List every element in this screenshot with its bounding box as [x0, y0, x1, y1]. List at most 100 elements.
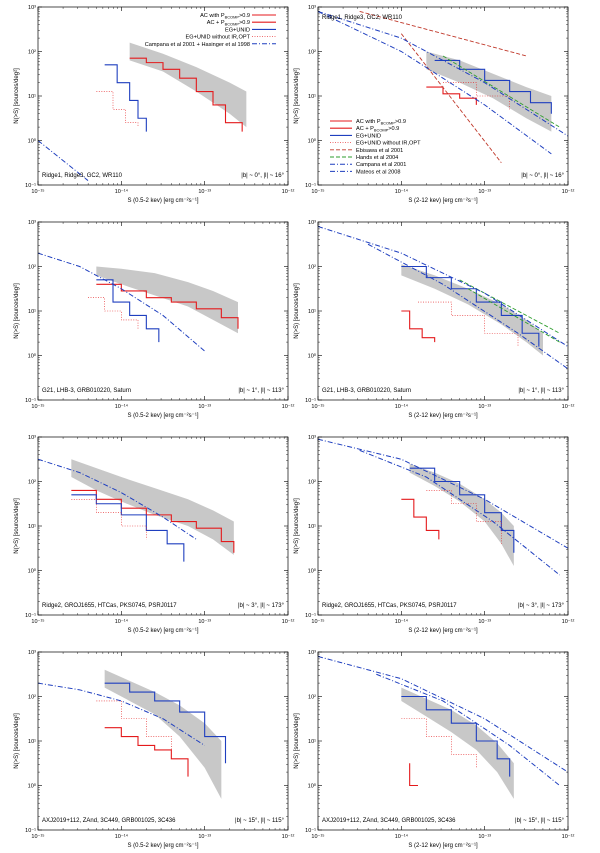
coords-label: |b| ~ 1°, |l| ~ 113°: [518, 388, 564, 394]
legend-label: Hands et al 2004: [356, 155, 398, 161]
x-axis-label: S (0.5-2 kev) [erg cm⁻²s⁻¹]: [127, 198, 198, 204]
series-ac-with-p-bcomp-0-9: [129, 57, 243, 132]
y-tick-label: 10⁰: [28, 353, 37, 360]
coords-label: |b| ~ 1°, |l| ~ 113°: [238, 388, 284, 394]
series-ac-with-p-bcomp-0-9: [71, 489, 235, 553]
uncertainty-band: [426, 51, 552, 132]
y-axis-label: N(>S) [sources/deg²]: [294, 283, 300, 339]
y-tick-label: 10³: [308, 435, 316, 441]
plot-area: [38, 458, 235, 562]
uncertainty-band: [401, 264, 543, 356]
series-mateos-et-al-2008: [318, 10, 552, 155]
x-tick-label: 10⁻¹⁵: [31, 618, 44, 625]
y-tick-label: 10⁰: [308, 783, 317, 790]
x-axis-label: S (2-12 kev) [erg cm⁻²s⁻¹]: [408, 628, 478, 634]
x-tick-label: 10⁻¹⁵: [311, 188, 324, 195]
y-axis-label: N(>S) [sources/deg²]: [294, 68, 300, 124]
series-eg-unid-without-ir-opt: [426, 490, 502, 544]
plot-area: [38, 42, 247, 181]
panel-2: 10⁻¹⁵ 10⁻¹⁴ 10⁻¹³ 10⁻¹² 10⁻¹ 10⁰ 10¹ 10² 10³ N(>S…: [294, 5, 575, 204]
uncertainty-band: [96, 266, 238, 334]
coords-label: |b| ~ 15°, |l| ~ 115°: [235, 818, 285, 824]
y-tick-label: 10³: [28, 220, 36, 226]
x-axis-label: S (0.5-2 kev) [erg cm⁻²s⁻¹]: [127, 413, 198, 419]
x-tick-label: 10⁻¹⁴: [395, 618, 409, 625]
x-tick-label: 10⁻¹⁵: [311, 618, 324, 625]
uncertainty-band: [71, 459, 234, 555]
y-tick-label: 10²: [28, 265, 36, 271]
panel-3: 10⁻¹⁵ 10⁻¹⁴ 10⁻¹³ 10⁻¹² 10⁻¹ 10⁰ 10¹ 10² 10³ N(>S…: [14, 220, 295, 419]
plot-area: [318, 655, 568, 799]
x-tick-label: 10⁻¹⁵: [31, 403, 44, 410]
y-tick-label: 10³: [308, 220, 316, 226]
x-tick-label: 10⁻¹³: [478, 834, 491, 840]
y-axis-label: N(>S) [sources/deg²]: [294, 498, 300, 554]
series-eg-unid-without-ir-opt: [418, 301, 519, 347]
series-eg-unid: [401, 265, 540, 347]
y-tick-label: 10³: [308, 650, 316, 656]
y-tick-label: 10¹: [28, 524, 36, 530]
uncertainty-band: [129, 42, 247, 128]
region-label: G21, LHB-3, GRB010220, Saturn: [322, 388, 411, 394]
x-tick-label: 10⁻¹²: [562, 834, 575, 840]
series-campana-et-al-2001-hasinger-et-al-1998: [38, 252, 205, 352]
x-tick-label: 10⁻¹²: [282, 189, 295, 195]
series-campana-et-al-2001: [318, 655, 568, 773]
uncertainty-band: [409, 463, 514, 567]
x-tick-label: 10⁻¹⁴: [395, 833, 409, 840]
y-tick-label: 10²: [28, 480, 36, 486]
plot-area: [38, 669, 227, 799]
series-ac-with-p-bcomp-0-9: [409, 763, 418, 787]
region-label: AXJ2019+112, ZAnd, 3C449, GRB001025, 3C4…: [322, 818, 456, 824]
plot-area: [318, 225, 568, 370]
x-tick-label: 10⁻¹⁴: [395, 188, 409, 195]
series-eg-unid: [96, 279, 160, 343]
series-ac-with-p-bcomp-0-9: [401, 498, 440, 540]
x-axis-label: S (0.5-2 kev) [erg cm⁻²s⁻¹]: [127, 843, 198, 849]
legend: AC with PBCOMP>0.9AC + PBCOMP>0.9 EG+UNID…: [145, 13, 276, 48]
series-campana-et-al-2001-hasinger-et-al-1998: [38, 682, 205, 746]
legend: AC with PBCOMP>0.9AC + PBCOMP>0.9EG+UNID…: [330, 119, 421, 175]
legend-label: EG+UNID without IR,OPT: [185, 35, 250, 41]
y-tick-label: 10⁰: [308, 568, 317, 575]
legend-label: Mateos et al 2008: [356, 169, 400, 175]
x-tick-label: 10⁻¹³: [478, 404, 491, 410]
x-tick-label: 10⁻¹⁵: [31, 188, 44, 195]
series-campana-et-al-2001-hasinger-et-al-1998: [38, 140, 89, 181]
x-tick-label: 10⁻¹³: [478, 189, 491, 195]
y-tick-label: 10³: [28, 650, 36, 656]
y-tick-label: 10²: [308, 695, 316, 701]
series-mateos-et-al-2008: [359, 449, 560, 576]
x-axis-label: S (2-12 kev) [erg cm⁻²s⁻¹]: [408, 198, 478, 204]
x-tick-label: 10⁻¹⁵: [31, 833, 44, 840]
x-axis-label: S (2-12 kev) [erg cm⁻²s⁻¹]: [408, 413, 478, 419]
x-tick-label: 10⁻¹³: [198, 834, 211, 840]
y-tick-label: 10⁰: [308, 138, 317, 145]
y-tick-label: 10¹: [28, 739, 36, 745]
y-tick-label: 10¹: [28, 94, 36, 100]
y-axis-label: N(>S) [sources/deg²]: [14, 283, 20, 339]
legend-label: AC with PBCOMP>0.9: [200, 13, 250, 20]
y-tick-label: 10⁰: [28, 138, 37, 145]
y-tick-label: 10²: [308, 50, 316, 56]
series-eg-unid: [71, 494, 185, 562]
plot-area: [318, 10, 568, 164]
series-eg-unid-without-ir-opt: [96, 700, 172, 750]
x-axis-label: S (2-12 kev) [erg cm⁻²s⁻¹]: [408, 843, 478, 849]
series-eg-unid-without-ir-opt: [71, 499, 147, 540]
x-tick-label: 10⁻¹⁴: [115, 403, 129, 410]
plot-area: [318, 438, 568, 576]
legend-label: AC + PBCOMP>0.9: [207, 20, 250, 27]
x-tick-label: 10⁻¹²: [282, 404, 295, 410]
legend-label: AC with PBCOMP>0.9: [356, 119, 406, 126]
coords-label: |b| ~ 3°, |l| ~ 173°: [238, 603, 285, 609]
x-axis-label: S (0.5-2 kev) [erg cm⁻²s⁻¹]: [127, 628, 198, 634]
x-tick-label: 10⁻¹⁴: [115, 618, 129, 625]
x-tick-label: 10⁻¹⁴: [395, 403, 409, 410]
series-ac-with-p-bcomp-0-9: [401, 310, 436, 343]
y-tick-label: 10⁻¹: [25, 183, 36, 189]
series-campana-et-al-2001: [318, 225, 568, 348]
y-tick-label: 10¹: [308, 739, 316, 745]
